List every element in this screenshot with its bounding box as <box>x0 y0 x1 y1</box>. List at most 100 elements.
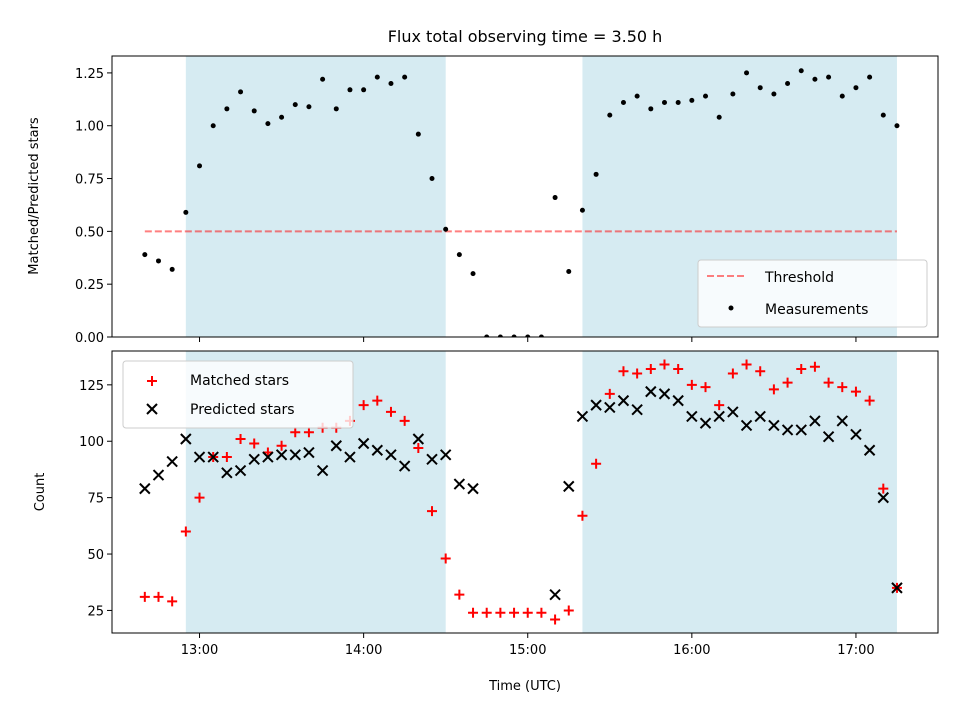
matched-point-0 <box>139 591 150 602</box>
matched-point-21 <box>427 506 438 517</box>
matched-point-37 <box>645 364 656 375</box>
top-ytick-label-2: 0.50 <box>75 225 104 240</box>
matched-point-49 <box>809 361 820 372</box>
bottom-legend-label-1: Predicted stars <box>190 402 295 418</box>
top-legend-label-1: Measurements <box>765 302 868 318</box>
matched-point-8 <box>249 438 260 449</box>
top-ytick-label-3: 0.75 <box>75 173 104 188</box>
matched-point-40 <box>686 379 697 390</box>
measurement-point-28 <box>525 334 531 337</box>
predicted-point-13 <box>316 464 329 477</box>
matched-point-24 <box>468 607 479 618</box>
top-y-axis-label: Matched/Predicted stars <box>27 117 42 275</box>
measurement-point-0 <box>142 252 148 258</box>
top-y-ticks: 0.00 0.25 0.50 0.75 1.00 1.25 <box>75 67 112 346</box>
matched-point-11 <box>290 427 301 438</box>
ratio-marks <box>142 68 900 337</box>
matched-point-39 <box>673 364 684 375</box>
bottom-ytick-label-3: 100 <box>79 435 104 450</box>
measurement-point-8 <box>251 108 257 114</box>
bottom-legend-box <box>122 360 354 429</box>
x-tick-label-4: 17:00 <box>837 643 874 658</box>
measurement-point-12 <box>306 104 312 110</box>
measurement-point-38 <box>661 99 667 105</box>
predicted-point-19 <box>398 460 411 472</box>
predicted-point-46 <box>836 415 848 427</box>
measurement-point-37 <box>648 106 654 112</box>
matched-point-28 <box>522 607 533 618</box>
predicted-point-11 <box>289 449 301 461</box>
matched-point-35 <box>618 366 629 377</box>
measurement-point-23 <box>456 252 462 258</box>
x-axis-label: Time (UTC) <box>488 679 561 694</box>
matched-point-20 <box>413 443 424 454</box>
predicted-point-1 <box>152 469 165 481</box>
measurement-point-50 <box>826 74 832 80</box>
matched-point-54 <box>878 483 889 494</box>
predicted-point-14 <box>330 440 342 452</box>
measurement-point-31 <box>566 269 572 275</box>
bottom-ytick-label-1: 50 <box>87 548 104 563</box>
predicted-point-9 <box>262 451 274 463</box>
predicted-point-29 <box>604 401 616 414</box>
measurement-point-20 <box>415 131 421 137</box>
measurement-point-51 <box>839 93 845 99</box>
predicted-point-49 <box>877 491 890 504</box>
predicted-legend-swatch <box>146 403 158 415</box>
predicted-point-3 <box>180 433 192 445</box>
predicted-point-28 <box>590 399 602 411</box>
predicted-point-44 <box>809 415 821 427</box>
matched-point-3 <box>180 526 191 537</box>
x-tick-label-2: 15:00 <box>509 643 546 658</box>
bottom-ytick-label-4: 125 <box>79 379 104 394</box>
matched-point-22 <box>440 553 451 564</box>
measurement-point-5 <box>210 123 216 129</box>
predicted-point-8 <box>248 453 260 465</box>
measurement-point-4 <box>197 163 203 169</box>
measurement-point-2 <box>169 266 175 272</box>
matched-point-4 <box>194 492 205 503</box>
measurement-point-1 <box>155 258 161 264</box>
measurement-point-44 <box>744 70 750 76</box>
top-ytick-label-0: 0.00 <box>75 331 104 346</box>
predicted-point-38 <box>727 406 739 418</box>
predicted-point-17 <box>371 444 384 456</box>
matched-point-30 <box>550 614 561 625</box>
bottom-legend-label-0: Matched stars <box>190 373 289 389</box>
predicted-point-27 <box>576 410 589 423</box>
measurement-point-54 <box>880 112 886 118</box>
predicted-point-25 <box>549 588 561 601</box>
predicted-point-23 <box>453 478 466 490</box>
predicted-point-47 <box>850 428 862 441</box>
predicted-point-35 <box>686 410 698 423</box>
predicted-point-21 <box>426 453 438 465</box>
top-ytick-label-4: 1.00 <box>75 120 104 135</box>
bottom-ytick-label-2: 75 <box>87 492 104 507</box>
matched-point-12 <box>303 427 314 438</box>
bottom-y-ticks: 25 50 75 100 125 <box>79 379 112 619</box>
measurement-point-27 <box>511 334 517 337</box>
matched-point-51 <box>837 382 848 393</box>
measurement-point-22 <box>443 226 449 232</box>
bottom-legend: Matched stars Predicted stars <box>122 360 354 429</box>
predicted-point-37 <box>713 410 725 423</box>
top-axes-frame <box>111 55 939 338</box>
matched-point-52 <box>850 386 861 397</box>
matched-point-45 <box>755 366 766 377</box>
predicted-point-4 <box>193 451 206 463</box>
predicted-point-5 <box>207 451 219 463</box>
matched-point-46 <box>768 384 779 395</box>
measurement-point-29 <box>538 334 544 337</box>
bottom-y-axis-label: Count <box>33 473 48 512</box>
top-legend-box <box>697 259 928 328</box>
measurement-point-48 <box>798 68 804 74</box>
matched-point-34 <box>604 388 615 399</box>
matched-point-10 <box>276 440 287 451</box>
matched-point-17 <box>372 395 383 406</box>
matched-point-7 <box>235 433 246 444</box>
measurement-point-25 <box>484 334 490 337</box>
measurement-point-53 <box>867 74 873 80</box>
count-marks <box>139 359 903 625</box>
x-tick-label-0: 13:00 <box>181 643 218 658</box>
predicted-point-45 <box>822 431 835 443</box>
